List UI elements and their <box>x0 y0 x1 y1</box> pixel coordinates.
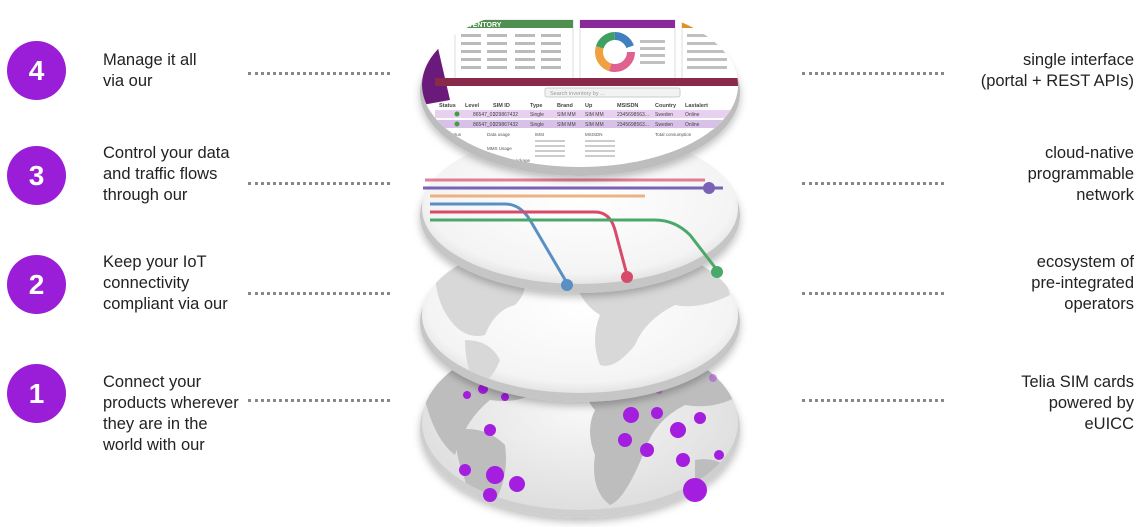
disc-network <box>420 132 740 293</box>
svg-text:Single: Single <box>530 122 544 128</box>
svg-text:329867432: 329867432 <box>493 122 518 128</box>
route-node-green <box>711 266 723 278</box>
sim-location-dots <box>459 374 724 502</box>
svg-text:86547_01: 86547_01 <box>473 112 495 118</box>
donut-chart <box>595 32 635 72</box>
network-route-lines <box>423 178 723 284</box>
svg-text:Total consumption: Total consumption <box>655 132 692 137</box>
svg-text:Brand: Brand <box>557 103 573 109</box>
svg-text:Country: Country <box>655 103 677 109</box>
svg-text:IMSI: IMSI <box>535 132 544 137</box>
route-node-red <box>621 271 633 283</box>
connector-dots <box>802 292 944 295</box>
svg-text:MSISDN: MSISDN <box>617 103 638 109</box>
table-row[interactable]: 86547_01 329867432 Single SIM MM SIM MM … <box>454 111 700 119</box>
svg-text:MSISDN: MSISDN <box>585 132 603 137</box>
layered-platform-illustration: INVENTORY Search inven <box>420 3 740 518</box>
svg-text:Online: Online <box>685 122 700 128</box>
step-3-feature: cloud-native programmable network <box>1027 144 1134 204</box>
step-2-description: Keep your IoT connectivity compliant via… <box>103 253 228 313</box>
route-node-blue <box>561 279 573 291</box>
svg-text:MMS Usage: MMS Usage <box>487 146 512 151</box>
svg-text:2345698563...: 2345698563... <box>617 122 649 128</box>
table-header: Status Level SIM ID Type Brand Up MSISDN… <box>439 103 708 109</box>
svg-text:Data usage: Data usage <box>487 132 511 137</box>
svg-text:Online: Online <box>685 112 700 118</box>
svg-text:Type: Type <box>530 103 542 109</box>
svg-text:86547_01: 86547_01 <box>473 122 495 128</box>
svg-text:Up: Up <box>585 103 593 109</box>
search-input[interactable]: Search inventory by ... <box>550 91 605 97</box>
svg-text:Sweden: Sweden <box>655 112 673 118</box>
svg-text:Level: Level <box>465 103 480 109</box>
svg-text:SIM MM: SIM MM <box>585 122 604 128</box>
step-4-description: Manage it all via our <box>103 51 197 90</box>
connector-dots <box>248 399 390 402</box>
svg-text:329867432: 329867432 <box>493 112 518 118</box>
inventory-title: INVENTORY <box>461 22 502 29</box>
connector-dots <box>248 292 390 295</box>
svg-text:SIM ID: SIM ID <box>493 103 510 109</box>
step-1-description: Connect your products wherever they are … <box>103 373 239 454</box>
connector-dots <box>248 182 390 185</box>
step-number-badge: 2 <box>7 255 66 314</box>
step-4-feature: single interface (portal + REST APIs) <box>980 51 1134 90</box>
svg-text:Single: Single <box>530 112 544 118</box>
svg-text:SIM MM: SIM MM <box>557 122 576 128</box>
svg-text:2345698563...: 2345698563... <box>617 112 649 118</box>
step-3-description: Control your data and traffic flows thro… <box>103 144 230 204</box>
connector-dots <box>802 182 944 185</box>
step-1-feature: Telia SIM cards powered by eUICC <box>1021 373 1134 433</box>
step-number-badge: 3 <box>7 146 66 205</box>
step-number-badge: 4 <box>7 41 66 100</box>
table-row[interactable]: 86547_01 329867432 Single SIM MM SIM MM … <box>454 121 700 129</box>
step-number-badge: 1 <box>7 364 66 423</box>
connector-dots <box>802 72 944 75</box>
svg-text:Sweden: Sweden <box>655 122 673 128</box>
step-2-feature: ecosystem of pre-integrated operators <box>1031 253 1134 313</box>
route-node-purple <box>703 182 715 194</box>
connector-dots <box>248 72 390 75</box>
connector-dots <box>802 399 944 402</box>
svg-text:SIM MM: SIM MM <box>557 112 576 118</box>
svg-text:SIM MM: SIM MM <box>585 112 604 118</box>
svg-text:Status: Status <box>439 103 456 109</box>
svg-text:Lastalert: Lastalert <box>685 103 708 109</box>
